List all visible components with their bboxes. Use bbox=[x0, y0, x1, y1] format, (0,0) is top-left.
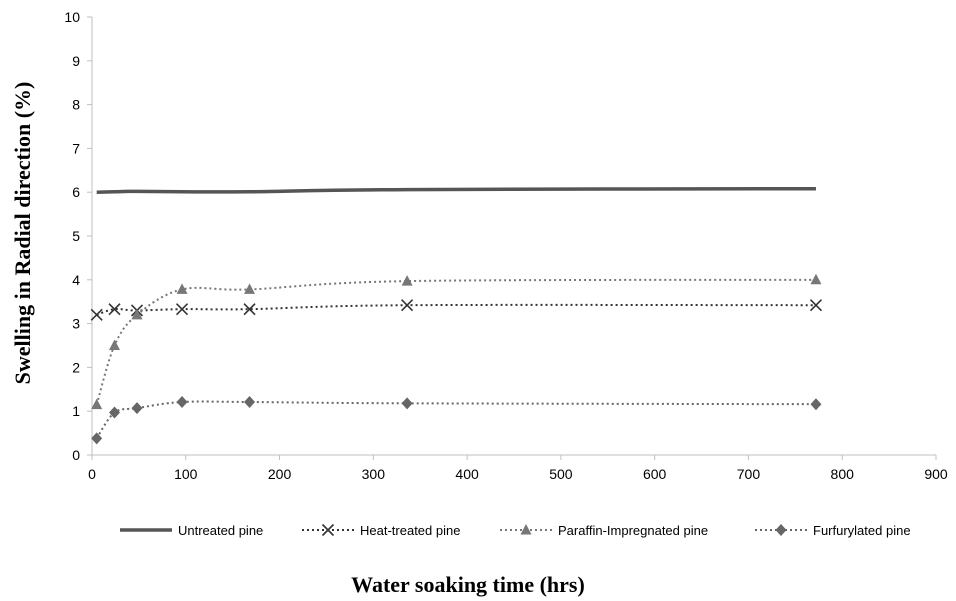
data-point bbox=[401, 299, 414, 312]
y-tick-label: 1 bbox=[72, 403, 80, 419]
y-tick-label: 10 bbox=[64, 9, 80, 25]
data-point bbox=[810, 273, 822, 285]
data-point bbox=[90, 308, 103, 321]
x-tick-label: 600 bbox=[643, 466, 667, 482]
data-point bbox=[401, 397, 413, 410]
series-line-3 bbox=[95, 400, 816, 439]
legend-marker bbox=[775, 524, 787, 536]
data-point bbox=[243, 303, 256, 316]
x-axis-ticks: 0 100 200 300 400 500 600 700 800 900 bbox=[88, 455, 948, 482]
legend-label: Paraffin-Impregnated pine bbox=[558, 523, 708, 538]
data-point bbox=[131, 308, 143, 320]
y-tick-label: 2 bbox=[72, 359, 80, 375]
legend-label: Furfurylated pine bbox=[813, 523, 911, 538]
data-point bbox=[244, 396, 256, 409]
y-axis-ticks: 0 1 2 3 4 5 6 7 8 9 10 bbox=[64, 9, 92, 463]
data-point bbox=[175, 303, 189, 316]
legend-label: Untreated pine bbox=[178, 523, 263, 538]
data-point bbox=[109, 339, 121, 350]
data-point bbox=[176, 283, 188, 294]
x-tick-label: 300 bbox=[362, 466, 386, 482]
y-tick-label: 5 bbox=[72, 228, 80, 244]
x-tick-label: 0 bbox=[88, 466, 96, 482]
x-tick-label: 100 bbox=[174, 466, 198, 482]
series-line-0 bbox=[96, 186, 816, 194]
y-tick-label: 3 bbox=[72, 316, 80, 332]
y-tick-label: 7 bbox=[72, 140, 80, 156]
data-point bbox=[91, 432, 103, 445]
data-point bbox=[108, 303, 121, 316]
data-point bbox=[810, 398, 822, 411]
data-point bbox=[244, 283, 256, 294]
x-tick-label: 400 bbox=[455, 466, 479, 482]
data-point bbox=[401, 275, 413, 286]
y-tick-label: 9 bbox=[72, 53, 80, 69]
series-line-1 bbox=[96, 303, 816, 316]
x-tick-label: 500 bbox=[549, 466, 573, 482]
x-tick-label: 900 bbox=[924, 466, 948, 482]
x-tick-label: 700 bbox=[737, 466, 761, 482]
y-axis-title: Swelling in Radial direction (%) bbox=[10, 82, 35, 385]
y-tick-label: 8 bbox=[72, 97, 80, 113]
x-tick-label: 800 bbox=[831, 466, 855, 482]
x-axis-title: Water soaking time (hrs) bbox=[351, 572, 585, 597]
legend-marker bbox=[520, 524, 532, 535]
y-tick-label: 0 bbox=[72, 447, 80, 463]
data-point bbox=[809, 299, 823, 312]
data-point bbox=[176, 396, 188, 409]
legend-label: Heat-treated pine bbox=[360, 523, 460, 538]
plot-series bbox=[90, 186, 823, 445]
x-tick-label: 200 bbox=[268, 466, 292, 482]
y-tick-label: 4 bbox=[72, 272, 80, 288]
data-point bbox=[131, 402, 143, 415]
data-point bbox=[109, 406, 121, 419]
series-line-2 bbox=[95, 278, 816, 405]
data-point bbox=[91, 398, 103, 410]
y-tick-label: 6 bbox=[72, 184, 80, 200]
legend: Untreated pine Heat-treated pine Paraffin-… bbox=[120, 523, 911, 538]
legend-marker bbox=[321, 523, 335, 537]
